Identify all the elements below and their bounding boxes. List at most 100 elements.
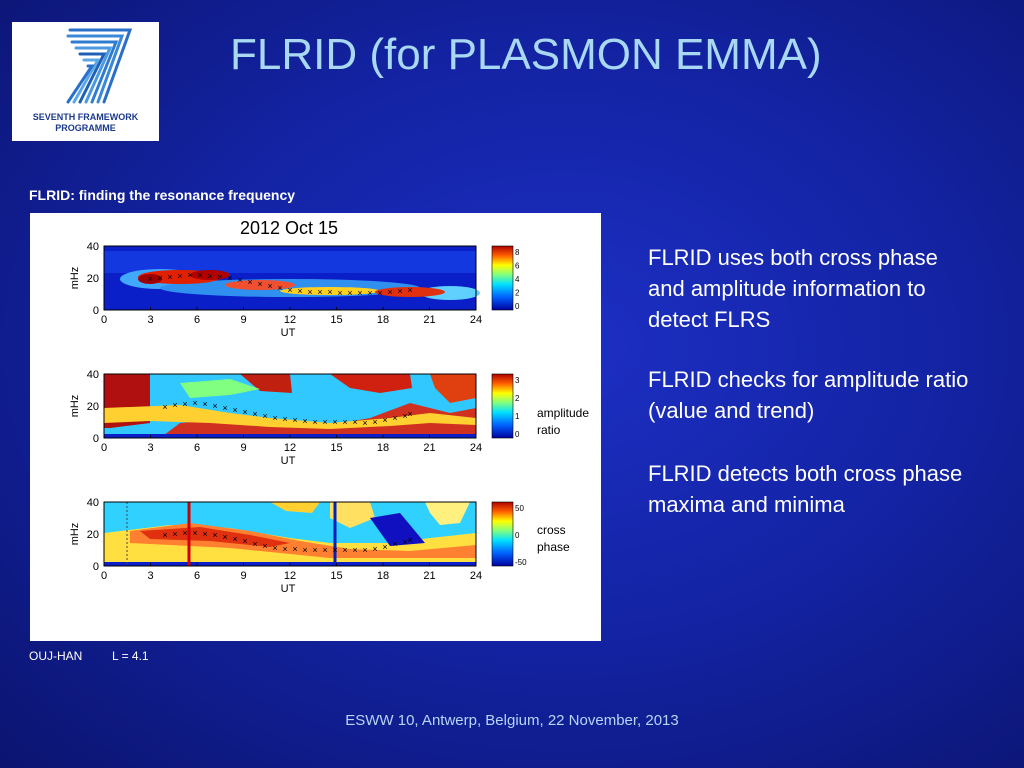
x-tick-label: 9 [240, 570, 246, 582]
x-tick-label: 21 [423, 442, 435, 454]
trace-marker: × [392, 413, 397, 423]
colorbar-tick-label: 4 [515, 275, 520, 284]
trace-marker: × [247, 277, 252, 287]
y-tick-label: 0 [93, 305, 99, 317]
bullet-3: FLRID detects both cross phase maxima an… [648, 461, 963, 517]
x-tick-label: 24 [470, 442, 482, 454]
trace-marker: × [332, 545, 337, 555]
trace-marker: × [377, 288, 382, 298]
trace-marker: × [212, 401, 217, 411]
trace-marker: × [337, 288, 342, 298]
trace-marker: × [382, 415, 387, 425]
colorbar-tick-label: 2 [515, 394, 520, 403]
y-tick-label: 20 [87, 401, 99, 413]
trace-marker: × [357, 288, 362, 298]
trace-marker: × [172, 529, 177, 539]
trace-marker: × [232, 405, 237, 415]
logo-line-2: PROGRAMME [55, 123, 116, 133]
trace-marker: × [202, 399, 207, 409]
trace-marker: × [332, 417, 337, 427]
trace-marker: × [327, 287, 332, 297]
slide-title: FLRID (for PLASMON EMMA) [230, 30, 822, 79]
panel-power [103, 245, 480, 311]
side-label-ratio: ratio [537, 423, 561, 437]
trace-marker: × [287, 285, 292, 295]
x-tick-label: 6 [194, 442, 200, 454]
trace-marker: × [242, 536, 247, 546]
flrid-figure: 2012 Oct 15 [30, 213, 601, 641]
x-tick-label: 15 [330, 442, 342, 454]
colorbar-tick-label: 8 [515, 248, 520, 257]
lshell-label: L = 4.1 [112, 649, 149, 663]
x-tick-label: 18 [377, 314, 389, 326]
y-axis-label: mHz [69, 523, 81, 546]
trace-marker: × [262, 541, 267, 551]
trace-marker: × [407, 409, 412, 419]
y-tick-label: 0 [93, 561, 99, 573]
y-axis-label: mHz [69, 395, 81, 418]
trace-marker: × [372, 544, 377, 554]
trace-marker: × [292, 544, 297, 554]
x-tick-label: 6 [194, 314, 200, 326]
x-tick-label: 21 [423, 570, 435, 582]
trace-marker: × [317, 287, 322, 297]
trace-marker: × [252, 539, 257, 549]
colorbar-tick-label: 1 [515, 412, 520, 421]
trace-marker: × [267, 281, 272, 291]
trace-marker: × [382, 542, 387, 552]
panel-amplitude-ratio [103, 373, 477, 439]
trace-marker: × [207, 271, 212, 281]
colorbar-ticks: 8 6 4 2 0 3 2 1 0 50 0 -50 [515, 248, 527, 567]
trace-marker: × [232, 534, 237, 544]
trace-marker: × [167, 272, 172, 282]
colorbar-tick-label: 50 [515, 504, 524, 513]
trace-marker: × [292, 415, 297, 425]
axes: 0 3 6 9 12 15 18 21 24 UT 0 20 40 mHz 0 3 6 9 12 15 18 21 24 UT… [69, 241, 482, 595]
trace-marker: × [352, 545, 357, 555]
trace-marker: × [297, 286, 302, 296]
spectrogram-figure: 2012 Oct 15 [69, 218, 589, 595]
trace-marker: × [312, 417, 317, 427]
figure-date-title: 2012 Oct 15 [240, 218, 338, 238]
x-tick-label: 15 [330, 570, 342, 582]
trace-marker: × [372, 417, 377, 427]
logo-line-1: SEVENTH FRAMEWORK [32, 112, 139, 122]
colorbar-tick-label: 6 [515, 262, 520, 271]
x-tick-label: 12 [284, 570, 296, 582]
trace-marker: × [212, 530, 217, 540]
y-tick-label: 40 [87, 369, 99, 381]
trace-marker: × [407, 285, 412, 295]
x-tick-label: 24 [470, 570, 482, 582]
x-tick-label: 3 [147, 442, 153, 454]
x-axis-label: UT [281, 327, 296, 339]
x-tick-label: 9 [240, 314, 246, 326]
trace-marker: × [252, 409, 257, 419]
trace-marker: × [352, 417, 357, 427]
trace-marker: × [342, 417, 347, 427]
x-tick-label: 18 [377, 442, 389, 454]
bullet-1: FLRID uses both cross phase and amplitud… [648, 245, 938, 332]
trace-marker: × [402, 537, 407, 547]
trace-marker: × [282, 414, 287, 424]
trace-marker: × [302, 545, 307, 555]
side-label-amplitude: amplitude [537, 406, 589, 420]
x-tick-label: 12 [284, 314, 296, 326]
y-tick-label: 40 [87, 241, 99, 253]
x-axis-label: UT [281, 455, 296, 467]
trace-marker: × [362, 545, 367, 555]
colorbar-tick-label: 2 [515, 289, 520, 298]
y-tick-label: 20 [87, 273, 99, 285]
x-tick-label: 3 [147, 570, 153, 582]
trace-marker: × [242, 407, 247, 417]
trace-marker: × [257, 279, 262, 289]
trace-marker: × [157, 273, 162, 283]
trace-marker: × [277, 283, 282, 293]
colorbar-tick-label: 3 [515, 376, 520, 385]
colorbar-tick-label: 0 [515, 430, 520, 439]
trace-marker: × [367, 288, 372, 298]
trace-marker: × [347, 288, 352, 298]
x-tick-label: 0 [101, 570, 107, 582]
colorbar-amplitude [491, 373, 514, 439]
trace-marker: × [217, 272, 222, 282]
x-tick-label: 0 [101, 314, 107, 326]
